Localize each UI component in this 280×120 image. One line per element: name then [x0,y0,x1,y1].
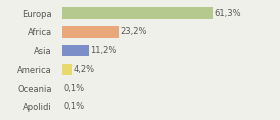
Bar [62,7,213,19]
Bar [62,64,72,75]
Text: 23,2%: 23,2% [120,27,146,36]
Text: 0,1%: 0,1% [63,102,84,111]
Bar [62,45,89,56]
Text: 4,2%: 4,2% [73,65,94,74]
Text: 11,2%: 11,2% [90,46,117,55]
Text: 0,1%: 0,1% [63,84,84,93]
Bar [62,26,119,38]
Text: 61,3%: 61,3% [214,9,241,18]
